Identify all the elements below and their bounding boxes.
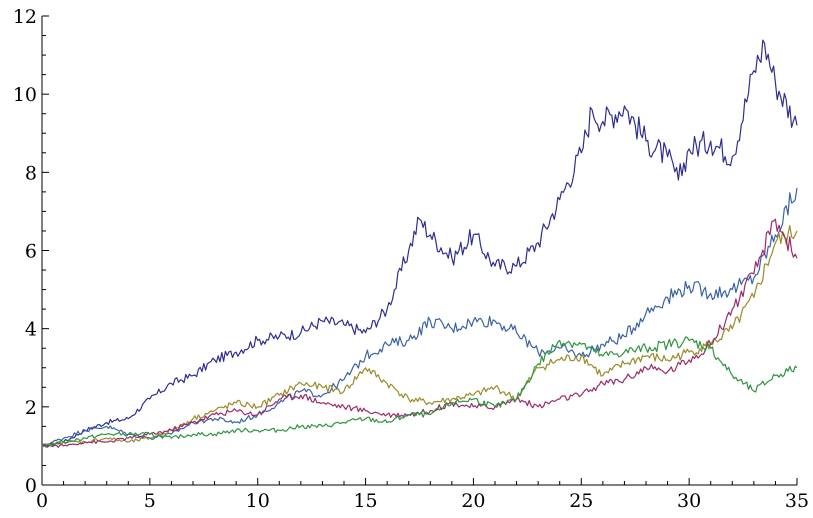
x-tick-label: 35 — [785, 490, 809, 512]
x-tick-label: 20 — [461, 490, 485, 512]
series-line-3 — [41, 225, 798, 447]
y-tick-label: 10 — [13, 84, 37, 106]
y-tick-label: 4 — [25, 319, 37, 341]
y-tick-label: 2 — [25, 397, 37, 419]
y-tick-label: 0 — [25, 475, 37, 497]
series-line-4 — [41, 218, 798, 448]
series-line-5 — [41, 336, 798, 447]
y-tick-label: 12 — [13, 6, 37, 28]
series-line-2 — [41, 187, 798, 447]
x-axis: 0 5 10 15 20 25 30 35 — [36, 478, 809, 512]
x-tick-label: 0 — [36, 490, 48, 512]
y-axis: 0 2 4 6 8 10 12 — [13, 6, 49, 497]
x-tick-label: 10 — [246, 490, 270, 512]
plot-area — [41, 39, 798, 448]
x-tick-label: 25 — [569, 490, 593, 512]
x-tick-label: 5 — [144, 490, 156, 512]
x-tick-label: 30 — [677, 490, 701, 512]
y-tick-label: 8 — [25, 162, 37, 184]
series-line-1 — [41, 39, 798, 447]
y-tick-label: 6 — [25, 241, 37, 263]
x-tick-label: 15 — [353, 490, 377, 512]
